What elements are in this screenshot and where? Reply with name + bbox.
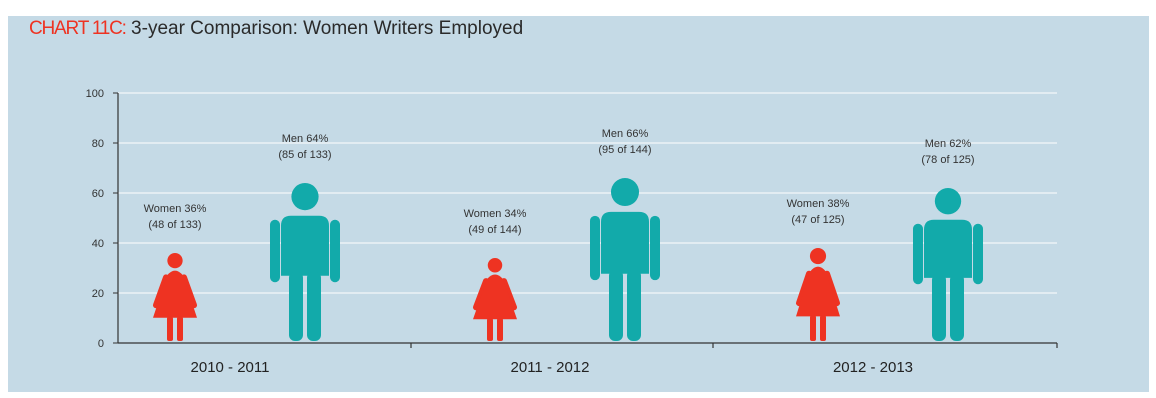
women-data-count-label: (49 of 144) xyxy=(468,224,521,236)
men-data-label: Men 62% xyxy=(925,138,972,150)
x-category-label: 2011 - 2012 xyxy=(511,359,590,376)
men-figure-mark xyxy=(270,183,340,341)
men-data-count-label: (95 of 144) xyxy=(598,144,651,156)
men-data-label: Men 64% xyxy=(282,133,329,145)
chart-title-prefix: CHART 11C: xyxy=(29,18,127,39)
men-data-label: Men 66% xyxy=(602,128,649,140)
x-category-label: 2012 - 2013 xyxy=(833,359,913,376)
women-data-label: Women 36% xyxy=(144,203,207,215)
women-data-count-label: (47 of 125) xyxy=(791,214,844,226)
women-figure-mark xyxy=(796,248,840,341)
men-data-count-label: (78 of 125) xyxy=(921,154,974,166)
x-category-label: 2010 - 2011 xyxy=(191,359,270,376)
y-tick-label: 100 xyxy=(86,88,104,100)
chart-title-text: 3-year Comparison: Women Writers Employe… xyxy=(131,18,524,39)
men-figure-mark xyxy=(590,178,660,341)
y-tick-label: 40 xyxy=(92,238,104,250)
women-figure-mark xyxy=(153,253,197,341)
men-figure-mark xyxy=(913,188,983,341)
chart-title: CHART 11C: 3-year Comparison: Women Writ… xyxy=(29,18,523,40)
women-data-label: Women 38% xyxy=(787,198,850,210)
y-tick-label: 0 xyxy=(98,338,104,350)
y-tick-label: 80 xyxy=(92,138,104,150)
y-tick-label: 60 xyxy=(92,188,104,200)
y-tick-label: 20 xyxy=(92,288,104,300)
men-data-count-label: (85 of 133) xyxy=(278,149,331,161)
women-figure-mark xyxy=(473,258,517,341)
women-data-count-label: (48 of 133) xyxy=(148,219,201,231)
women-data-label: Women 34% xyxy=(464,208,527,220)
